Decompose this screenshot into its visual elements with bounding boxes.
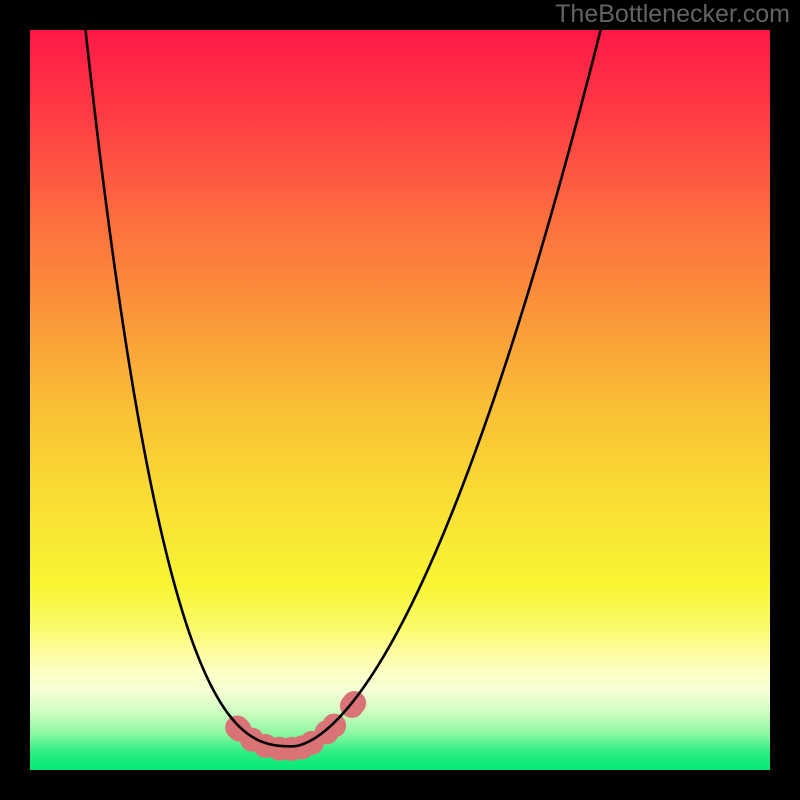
bottleneck-chart: TheBottlenecker.com (0, 0, 800, 800)
watermark-text: TheBottlenecker.com (555, 0, 790, 28)
curve-marker (322, 714, 346, 738)
plot-area-background (30, 30, 770, 770)
